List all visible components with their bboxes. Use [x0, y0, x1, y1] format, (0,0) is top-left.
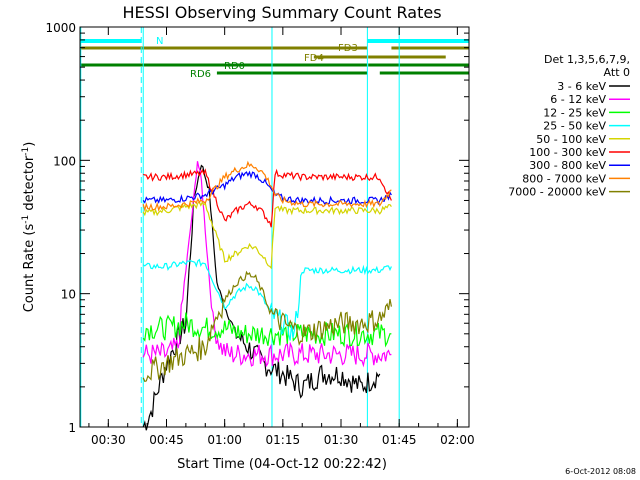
series-line: [142, 270, 392, 383]
y-tick-label: 10: [61, 288, 76, 302]
flag-label: FD3: [338, 43, 358, 54]
series-12-25-kev: [142, 312, 392, 348]
x-tick-label: 00:45: [149, 433, 184, 447]
legend-title-line1: Det 1,3,5,6,7,9,: [544, 53, 630, 66]
legend-title-line2: Att 0: [604, 66, 630, 79]
legend-label: 800 - 7000 keV: [522, 172, 606, 185]
legend-label: 50 - 100 keV: [536, 133, 606, 146]
y-tick-label: 1000: [45, 21, 76, 35]
series-line: [142, 161, 392, 368]
x-axis-ticks: 00:30 00:45 01:00 01:15 01:30 01:45 02:00: [88, 27, 475, 447]
x-tick-label: 01:30: [324, 433, 359, 447]
flag-bars: N FD3 FD4 RD0 RD6: [80, 36, 469, 80]
legend-label: 25 - 50 keV: [543, 120, 606, 133]
y-tick-label: 1: [68, 421, 76, 435]
y-axis-label: Count Rate (s-1 detector-1): [21, 142, 37, 313]
y-axis-label-sup1: -1: [21, 215, 31, 224]
legend-label: 7000 - 20000 keV: [508, 186, 606, 199]
series-6-12-kev: [142, 161, 392, 368]
y-tick-label: 100: [53, 154, 76, 168]
x-tick-label: 02:00: [440, 433, 475, 447]
series-line: [142, 201, 392, 270]
chart-title: HESSI Observing Summary Count Rates: [122, 3, 441, 22]
legend-label: 300 - 800 keV: [529, 159, 606, 172]
vertical-markers: [80, 27, 470, 427]
legend-label: 12 - 25 keV: [543, 106, 606, 119]
flag-label: FD4: [304, 53, 324, 64]
y-axis-label-main: Count Rate (s: [22, 224, 37, 313]
y-axis-ticks: 1 10 100 1000: [45, 21, 469, 435]
series-800-7000-kev: [142, 160, 392, 213]
x-axis-label: Start Time (04-Oct-12 00:22:42): [177, 457, 387, 472]
x-tick-label: 00:30: [91, 433, 126, 447]
data-series: [142, 160, 392, 431]
legend-label: 3 - 6 keV: [557, 80, 606, 93]
series-line: [142, 160, 392, 213]
series-7000-20000-kev: [142, 270, 392, 383]
legend-label: 6 - 12 keV: [550, 93, 606, 106]
series-50-100-kev: [142, 201, 392, 270]
series-line: [143, 168, 392, 228]
x-tick-label: 01:15: [266, 433, 301, 447]
y-axis-label-end: ): [22, 142, 37, 147]
y-axis-label-sup2: -1: [21, 147, 31, 156]
series-300-800-kev: [142, 170, 392, 206]
timestamp: 6-Oct-2012 08:08: [565, 467, 636, 476]
y-axis-label-mid: detector: [22, 155, 37, 215]
x-tick-label: 01:45: [382, 433, 417, 447]
flag-label: RD6: [190, 69, 211, 80]
flag-label: RD0: [224, 61, 245, 72]
series-line: [142, 170, 392, 206]
flag-label: N: [156, 36, 163, 47]
series-100-300-kev: [143, 168, 392, 228]
series-line: [142, 312, 392, 348]
legend-label: 100 - 300 keV: [529, 146, 606, 159]
plot-frame: [79, 26, 470, 428]
x-tick-label: 01:00: [207, 433, 242, 447]
